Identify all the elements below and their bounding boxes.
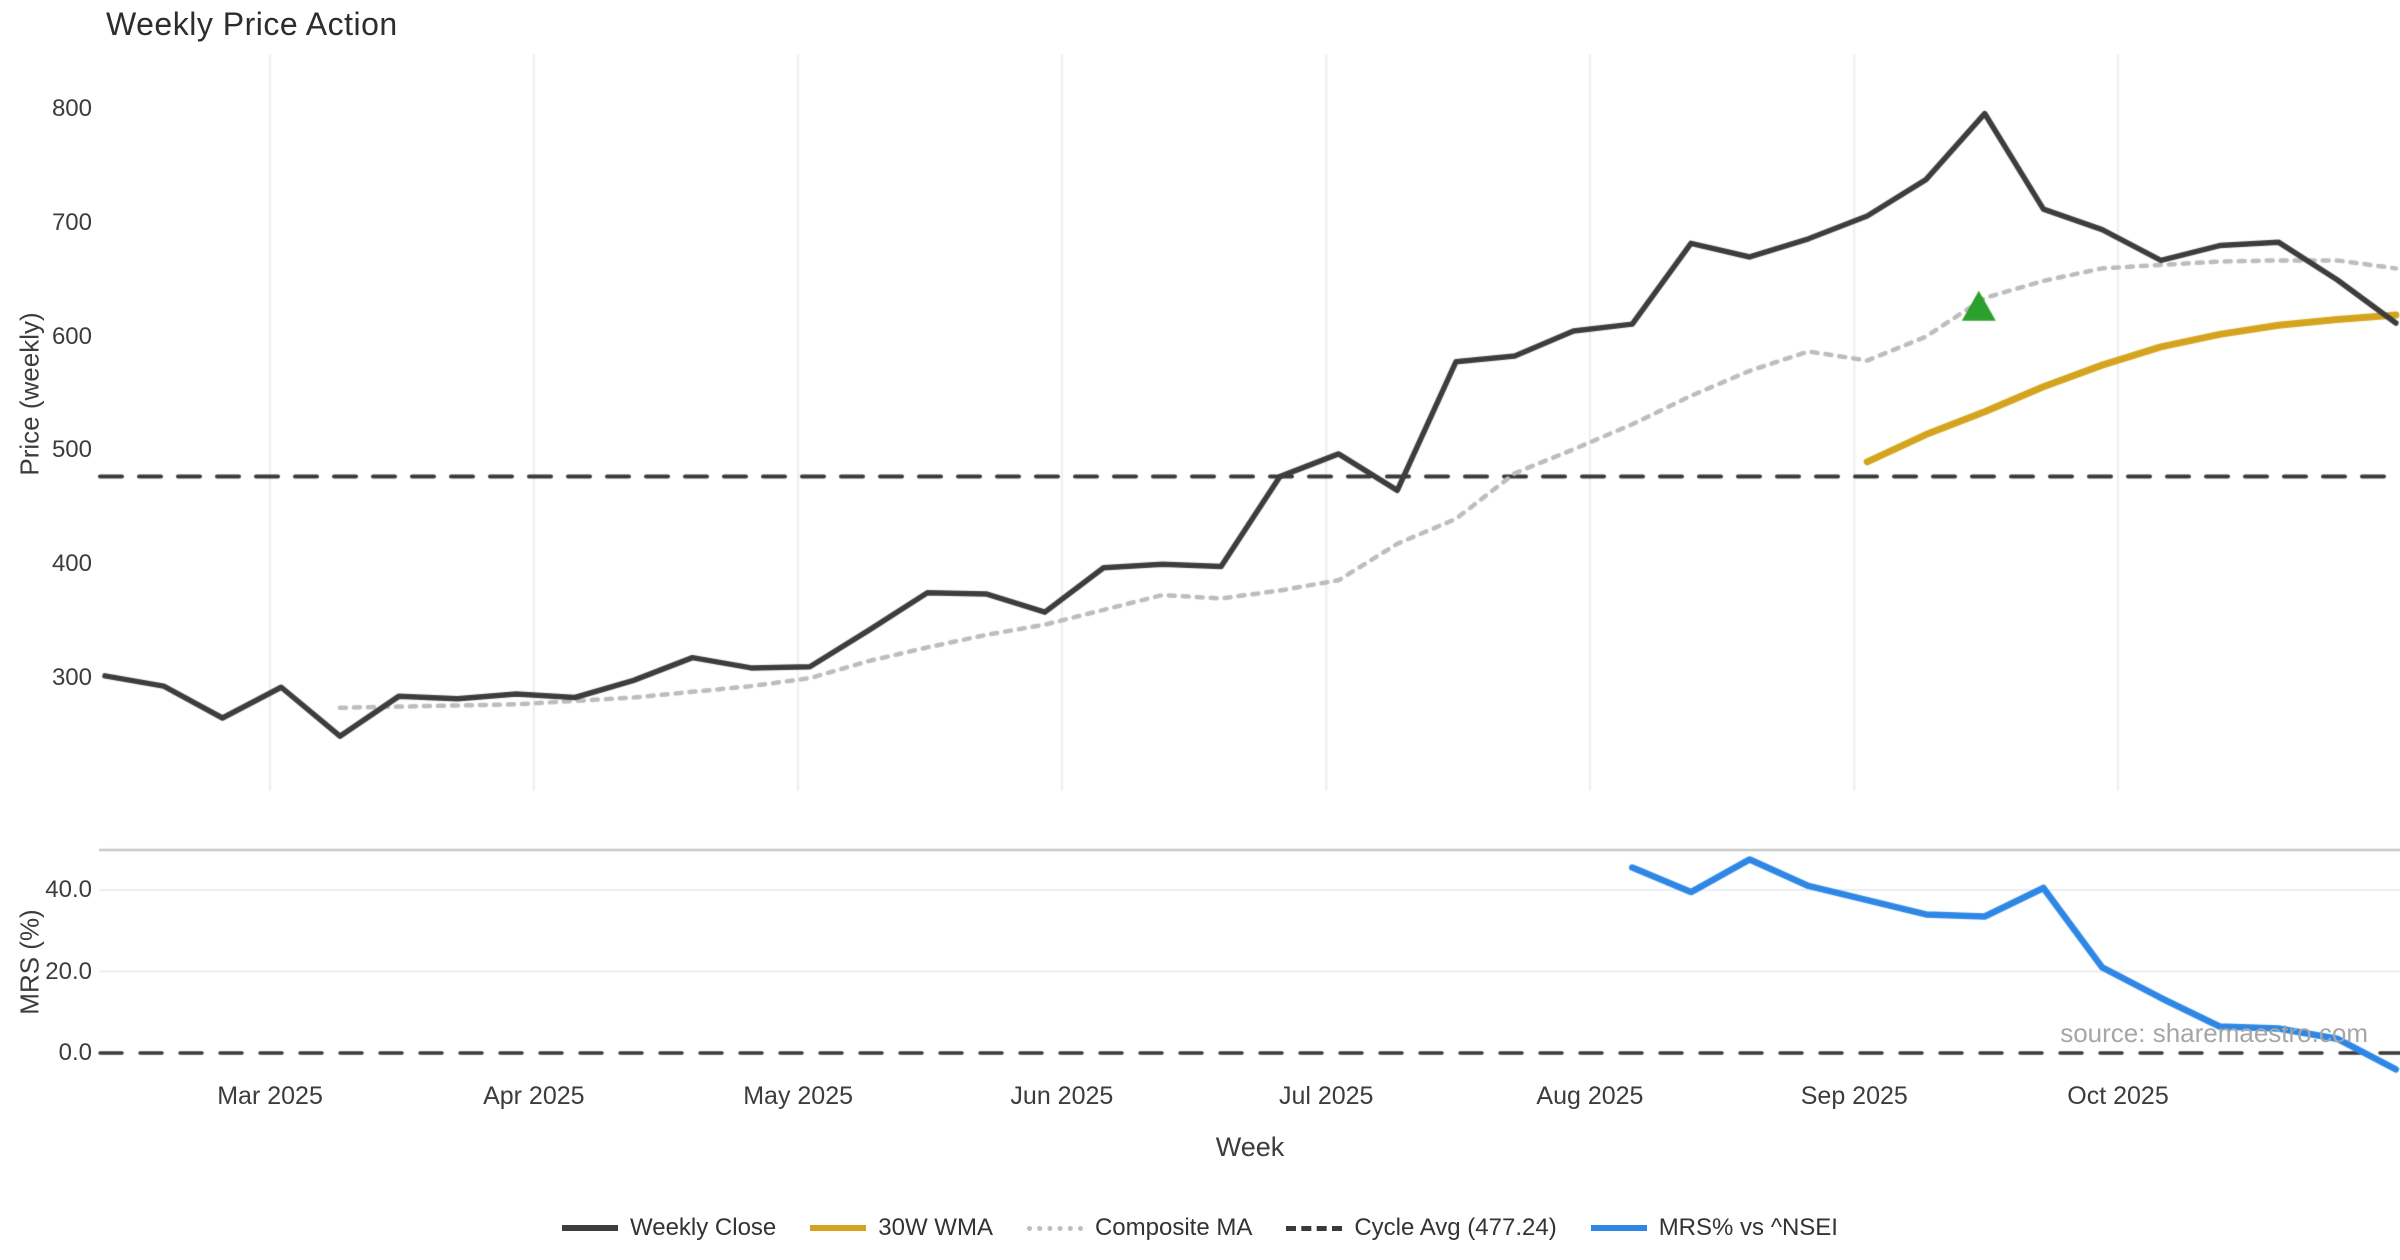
legend-item-mrs-vs-nsei[interactable]: MRS% vs ^NSEI	[1590, 1214, 1838, 1242]
cycle-avg-legend-swatch	[1286, 1225, 1343, 1231]
mrs-vs-nsei-legend-label: MRS% vs ^NSEI	[1658, 1214, 1838, 1241]
chart-title: Weekly Price Action	[106, 6, 398, 42]
price-tick-label: 700	[51, 208, 92, 236]
price-tick-label: 800	[51, 95, 92, 122]
chart-legend: Weekly Close 30W WMA Composite MA Cycle Avg…	[0, 1214, 2400, 1242]
legend-item-weekly-close[interactable]: Weekly Close	[562, 1214, 776, 1242]
month-tick-label: Apr 2025	[483, 1082, 585, 1110]
month-tick-label: Jun 2025	[1010, 1082, 1114, 1110]
month-tick-label: May 2025	[743, 1082, 854, 1110]
legend-item-cycle-avg[interactable]: Cycle Avg (477.24)	[1286, 1214, 1557, 1242]
legend-item-composite-ma[interactable]: Composite MA	[1026, 1214, 1253, 1242]
month-tick-label: Sep 2025	[1800, 1082, 1908, 1110]
mrs-vs-nsei-legend-swatch	[1590, 1225, 1647, 1231]
composite-ma-legend-swatch	[1026, 1225, 1083, 1231]
month-tick-label: Mar 2025	[217, 1082, 323, 1110]
week-axis-label: Week	[1215, 1132, 1285, 1162]
mrs-tick-label: 0.0	[58, 1039, 92, 1066]
price-tick-label: 400	[51, 550, 92, 578]
cycle-avg-legend-label: Cycle Avg (477.24)	[1354, 1214, 1557, 1241]
mrs-tick-label: 40.0	[45, 876, 92, 903]
wma-30w-legend-swatch	[810, 1225, 867, 1231]
price-tick-label: 500	[51, 436, 92, 464]
price-tick-label: 600	[51, 322, 92, 350]
month-tick-label: Aug 2025	[1536, 1082, 1644, 1110]
composite-ma-legend-label: Composite MA	[1094, 1214, 1253, 1241]
month-tick-label: Oct 2025	[2067, 1082, 2169, 1110]
weekly-close-legend-swatch	[562, 1225, 618, 1231]
legend-item-wma-30w[interactable]: 30W WMA	[810, 1214, 993, 1242]
month-tick-label: Jul 2025	[1278, 1082, 1374, 1110]
wma-30w-legend-label: 30W WMA	[878, 1214, 993, 1241]
source-note: source: sharemaestro.com	[2060, 1018, 2368, 1048]
mrs-tick-label: 20.0	[45, 957, 92, 985]
weekly-close-legend-label: Weekly Close	[630, 1214, 777, 1241]
price-tick-label: 300	[51, 664, 92, 692]
